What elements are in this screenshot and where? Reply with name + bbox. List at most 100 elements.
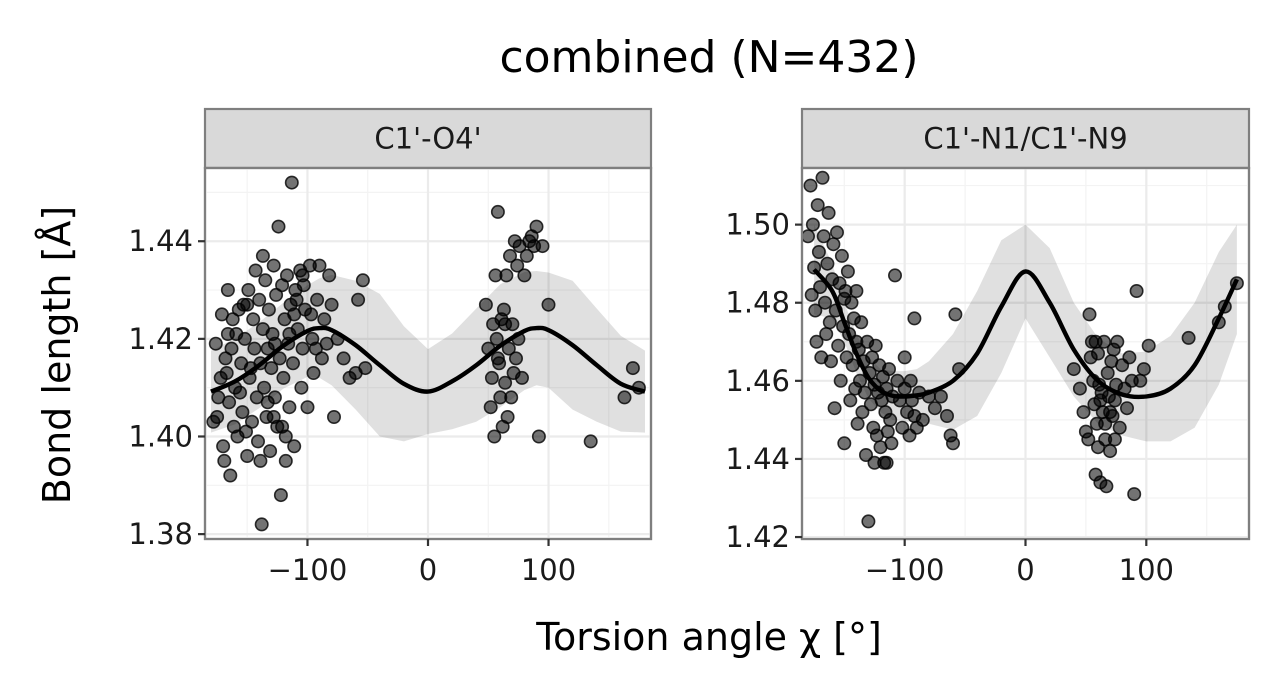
data-point	[308, 341, 323, 356]
data-point	[1136, 362, 1151, 377]
data-point	[252, 292, 267, 307]
facet-strip	[203, 107, 653, 170]
data-point	[300, 400, 315, 415]
data-point	[1082, 307, 1097, 322]
data-point	[808, 303, 823, 318]
data-point	[1103, 444, 1118, 459]
facet-c1-o4: C1'-O4' −100 0 100 1.38 1.40 1.42 1.44	[128, 107, 653, 587]
data-point	[816, 229, 831, 244]
data-point	[226, 419, 241, 434]
data-point	[927, 401, 942, 416]
data-point	[883, 412, 898, 427]
y-tick-label: 1.40	[128, 419, 193, 453]
data-point	[826, 237, 841, 252]
data-point	[887, 268, 902, 283]
data-point	[802, 229, 815, 244]
data-point	[326, 409, 341, 424]
data-point	[854, 315, 869, 330]
x-tick-label: 100	[521, 553, 576, 587]
data-point	[264, 361, 279, 376]
y-tick-label: 1.42	[725, 520, 790, 554]
data-point	[933, 389, 948, 404]
data-point	[278, 453, 293, 468]
data-point	[858, 447, 873, 462]
data-point	[258, 273, 273, 288]
data-point	[483, 400, 498, 415]
data-point	[881, 362, 896, 377]
data-point	[861, 514, 876, 529]
fit-line	[210, 325, 646, 394]
data-point	[1091, 346, 1106, 361]
data-point	[884, 436, 899, 451]
data-point	[271, 219, 286, 234]
data-point	[1103, 405, 1118, 420]
data-point	[266, 258, 281, 273]
data-point	[1107, 432, 1122, 447]
y-axis-title: Bond length [Å]	[35, 206, 79, 504]
data-point	[811, 245, 826, 260]
data-point	[358, 361, 373, 376]
data-point	[855, 405, 870, 420]
data-point	[833, 373, 848, 388]
data-point	[251, 434, 266, 449]
data-point	[829, 225, 844, 240]
data-point	[220, 282, 235, 297]
data-point	[843, 393, 858, 408]
data-point	[850, 416, 865, 431]
data-point	[840, 264, 855, 279]
data-point	[219, 365, 234, 380]
data-point	[289, 292, 304, 307]
data-point	[1122, 350, 1137, 365]
data-point	[849, 283, 864, 298]
data-point	[254, 517, 269, 532]
data-point	[510, 258, 525, 273]
data-point	[484, 370, 499, 385]
facet-strip-label: C1'-N1/C1'-N9	[923, 122, 1127, 156]
data-point	[496, 302, 511, 317]
data-point	[517, 268, 532, 283]
fit-line	[812, 268, 1239, 400]
data-point	[1112, 420, 1127, 435]
data-point	[857, 385, 872, 400]
data-point	[312, 258, 327, 273]
data-point	[273, 488, 288, 503]
data-point	[285, 356, 300, 371]
data-point	[821, 205, 836, 220]
data-point	[868, 338, 883, 353]
confidence-band	[211, 271, 645, 442]
data-point	[295, 268, 310, 283]
data-point	[324, 297, 339, 312]
data-point	[504, 390, 519, 405]
data-point	[880, 424, 895, 439]
data-point	[820, 256, 835, 271]
y-tick-label: 1.46	[725, 364, 790, 398]
data-point	[355, 273, 370, 288]
data-point	[815, 170, 830, 185]
data-point	[834, 248, 849, 263]
data-point	[498, 317, 513, 332]
data-point	[1100, 365, 1115, 380]
data-point	[241, 282, 256, 297]
data-point	[805, 217, 820, 232]
facet-c1-n1-n9: C1'-N1/C1'-N9 −100 0 100 1.42 1.44 1.46 1.48 1.5…	[725, 107, 1251, 587]
data-point	[502, 248, 517, 263]
data-point	[216, 439, 231, 454]
data-point	[257, 380, 272, 395]
data-point	[1081, 432, 1096, 447]
data-point	[903, 373, 918, 388]
data-point	[1098, 416, 1113, 431]
data-point	[819, 326, 834, 341]
panel-plot-area	[205, 168, 651, 539]
data-point	[1141, 338, 1156, 353]
data-point	[1072, 381, 1087, 396]
data-point	[294, 380, 309, 395]
data-point	[1093, 393, 1108, 408]
data-point	[817, 295, 832, 310]
y-tick-label: 1.42	[128, 322, 193, 356]
data-point	[813, 280, 828, 295]
y-tick-label: 1.44	[128, 224, 193, 258]
data-point	[263, 444, 278, 459]
data-point	[809, 334, 824, 349]
data-point	[208, 336, 223, 351]
